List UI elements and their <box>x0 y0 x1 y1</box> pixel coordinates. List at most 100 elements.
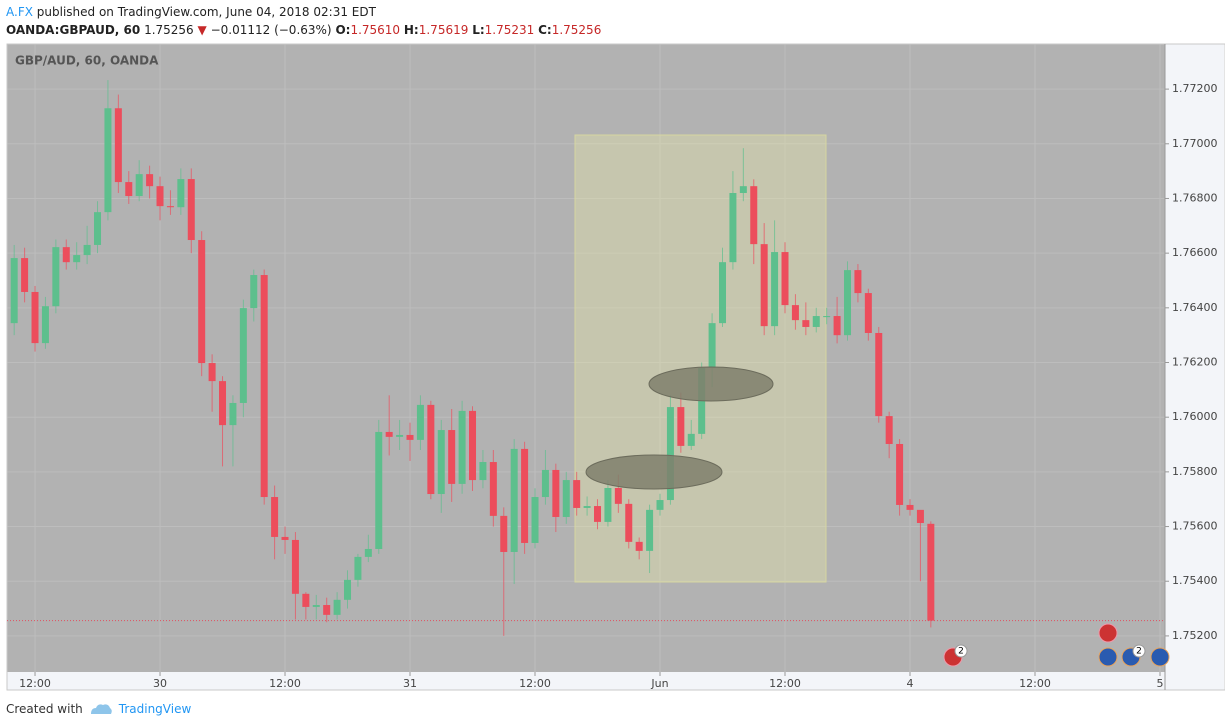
frame <box>6 43 1225 691</box>
l-label: L: <box>472 23 485 37</box>
candle-body <box>302 593 310 607</box>
candle-body <box>31 291 39 344</box>
c-label: C: <box>538 23 552 37</box>
badge <box>954 644 968 658</box>
candle-body <box>739 186 747 194</box>
candle-body <box>552 469 560 517</box>
ellipse-drawing <box>585 454 723 490</box>
badge-count: 2 <box>958 647 964 657</box>
candle-body <box>625 503 633 542</box>
y-tick-label: 1.76000 <box>1172 410 1218 423</box>
candle-body <box>916 509 924 523</box>
x-tick-label: 5 <box>1157 677 1164 690</box>
candle-body <box>198 240 206 364</box>
candle-body <box>844 270 852 336</box>
candle-body <box>208 363 216 382</box>
candle-body <box>594 506 602 522</box>
candle-body <box>156 186 164 207</box>
y-tick-label: 1.76800 <box>1172 191 1218 204</box>
candle-body <box>833 316 841 336</box>
y-tick-label: 1.75600 <box>1172 520 1218 533</box>
candle-body <box>416 404 424 440</box>
header: A.FX published on TradingView.com, June … <box>6 3 601 39</box>
candle-body <box>500 515 508 552</box>
candle-body <box>875 332 883 417</box>
y-tick-label: 1.77000 <box>1172 137 1218 150</box>
l: 1.75231 <box>484 23 535 37</box>
candle-body <box>635 541 643 551</box>
candle-body <box>94 212 102 245</box>
candle-body <box>52 247 60 307</box>
candle-body <box>791 305 799 321</box>
candle-body <box>166 206 174 208</box>
candle-body <box>406 434 414 440</box>
o-label: O: <box>335 23 351 37</box>
candle-body <box>229 402 237 426</box>
candle-body <box>531 497 539 543</box>
candle-body <box>562 480 570 517</box>
x-tick-label: 12:00 <box>519 677 551 690</box>
last: 1.75256 <box>144 23 194 37</box>
candle-body <box>604 488 612 522</box>
candle-body <box>906 504 914 510</box>
candle-body <box>291 539 299 594</box>
event-icon <box>1098 647 1118 667</box>
x-tick-label: 31 <box>403 677 417 690</box>
candle-body <box>364 548 372 557</box>
candle-body <box>802 320 810 327</box>
y-tick-label: 1.76400 <box>1172 301 1218 314</box>
candle-body <box>448 430 456 484</box>
brand[interactable]: TradingView <box>118 702 192 716</box>
highlight-box <box>574 134 827 583</box>
candle-body <box>344 579 352 600</box>
candle-body <box>469 410 477 481</box>
event-icons: 2 2 <box>943 623 1170 667</box>
candle-body <box>239 308 247 403</box>
candle-body <box>750 186 758 245</box>
candle-body <box>73 255 81 263</box>
y-tick-label: 1.75400 <box>1172 574 1218 587</box>
candle-body <box>135 174 143 197</box>
h-label: H: <box>403 23 419 37</box>
candle-body <box>114 108 122 183</box>
candle-body <box>323 605 331 615</box>
candle-body <box>10 258 18 324</box>
x-tick-label: 12:00 <box>19 677 51 690</box>
chart-title: GBP/AUD, 60, OANDA <box>15 54 159 68</box>
candle-body <box>271 497 279 537</box>
candle-body <box>521 448 529 543</box>
created-with: Created with <box>6 702 83 716</box>
quote-line: OANDA:GBPAUD, 60 1.75256 ▼ −0.01112 (−0.… <box>6 21 601 39</box>
x-tick-label: 12:00 <box>769 677 801 690</box>
y-tick-label: 1.76200 <box>1172 356 1218 369</box>
candle-body <box>729 193 737 263</box>
candle-body <box>864 293 872 333</box>
author: A.FX <box>6 5 33 19</box>
candle-body <box>62 247 70 263</box>
change: −0.01112 (−0.63%) <box>210 23 332 37</box>
candle-body <box>146 174 154 187</box>
footer: Created with TradingView <box>6 702 191 716</box>
candle-body <box>854 270 862 294</box>
ellipse-drawing <box>648 366 774 402</box>
candle-body <box>458 410 466 484</box>
badge <box>1132 644 1146 658</box>
candle-body <box>83 244 91 256</box>
candle-body <box>437 430 445 495</box>
x-tick-label: 4 <box>907 677 914 690</box>
candle-body <box>896 443 904 505</box>
candle-body <box>187 179 195 241</box>
logo-shape <box>90 704 112 714</box>
candle-body <box>823 316 831 318</box>
event-icon <box>1150 647 1170 667</box>
y-tick-label: 1.76600 <box>1172 246 1218 259</box>
candle-body <box>666 407 674 501</box>
candle-body <box>21 258 29 292</box>
candle-body <box>104 108 112 213</box>
candle-body <box>687 433 695 446</box>
candle-body <box>489 462 497 516</box>
candle-body <box>541 469 549 498</box>
candle-body <box>812 316 820 327</box>
candle-body <box>312 605 320 607</box>
